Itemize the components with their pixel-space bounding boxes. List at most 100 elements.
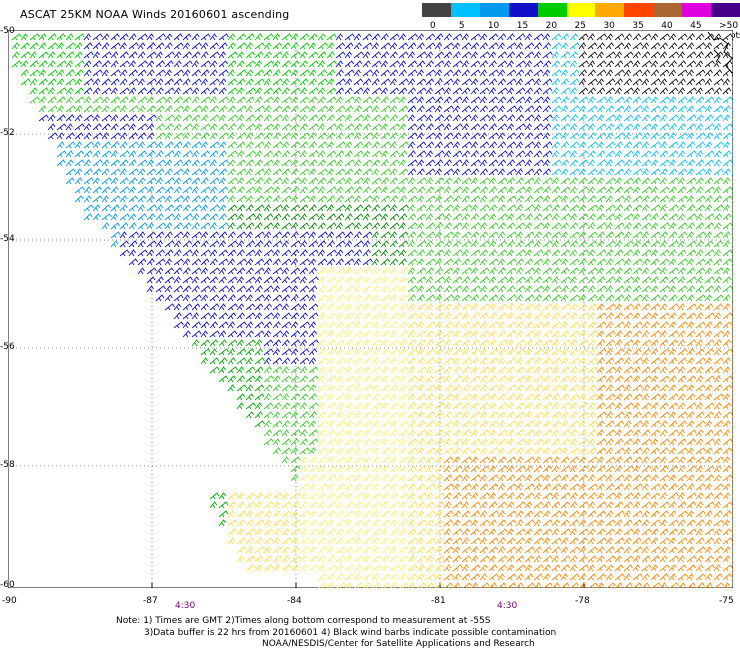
legend-label: 0 <box>430 21 436 31</box>
wind-barb <box>515 105 524 113</box>
wind-barb <box>254 159 263 167</box>
wind-barb <box>218 78 227 86</box>
wind-barb <box>191 42 202 50</box>
wind-barb <box>164 114 175 122</box>
wind-barb <box>137 159 148 167</box>
wind-barb <box>659 123 670 131</box>
wind-barb <box>713 60 721 68</box>
wind-barb <box>65 168 76 176</box>
wind-barb <box>308 141 317 149</box>
wind-barb <box>110 195 121 203</box>
wind-barb <box>407 204 416 212</box>
wind-barb <box>56 33 66 41</box>
wind-barb <box>695 105 706 113</box>
wind-barb <box>524 168 535 176</box>
wind-barb <box>434 204 443 212</box>
wind-barb <box>677 123 687 131</box>
wind-barb <box>641 42 649 50</box>
wind-barb <box>704 42 712 50</box>
wind-barb <box>128 150 137 158</box>
wind-barb <box>461 78 472 86</box>
wind-barb <box>218 42 228 50</box>
wind-barb <box>587 69 597 77</box>
wind-barb <box>362 42 373 50</box>
wind-barb <box>470 132 481 140</box>
wind-barb <box>110 150 118 158</box>
wind-barb <box>137 132 147 140</box>
wind-barb <box>533 123 544 131</box>
wind-barb <box>47 96 57 104</box>
wind-barb <box>488 177 497 185</box>
wind-barb <box>326 150 337 158</box>
wind-barb <box>74 114 83 122</box>
wind-barb <box>470 105 480 113</box>
wind-barb <box>668 114 679 122</box>
wind-barb <box>596 132 607 140</box>
wind-barb <box>263 105 272 113</box>
wind-barb <box>101 186 111 194</box>
wind-barb <box>497 150 508 158</box>
wind-barb <box>173 213 181 221</box>
wind-barb <box>614 150 623 158</box>
wind-barb <box>389 141 397 149</box>
wind-barb <box>398 51 409 59</box>
wind-barb <box>524 231 535 239</box>
wind-barb <box>695 177 704 185</box>
wind-barb <box>155 105 165 113</box>
wind-barb <box>317 141 328 149</box>
wind-barb <box>551 78 561 86</box>
wind-barb <box>47 42 58 50</box>
wind-barb <box>182 33 192 41</box>
wind-barb <box>137 222 148 230</box>
wind-barb <box>587 204 598 212</box>
wind-barb <box>371 168 379 176</box>
wind-barb <box>281 159 292 167</box>
wind-barb <box>371 204 380 212</box>
wind-barb <box>371 177 382 185</box>
wind-barb <box>578 213 589 221</box>
wind-barb <box>317 96 326 104</box>
wind-barb <box>146 195 155 203</box>
wind-barb <box>479 42 488 50</box>
wind-barb <box>650 159 659 167</box>
wind-barb <box>596 222 607 230</box>
wind-barb <box>407 195 418 203</box>
wind-barb <box>443 204 454 212</box>
wind-barb <box>29 60 39 68</box>
wind-barbs <box>11 33 733 588</box>
wind-barb <box>353 69 361 77</box>
wind-barb <box>200 150 210 158</box>
wind-barb <box>164 123 174 131</box>
wind-barb <box>371 150 382 158</box>
wind-barb <box>506 186 515 194</box>
wind-barb <box>578 42 587 50</box>
wind-barb <box>236 141 246 149</box>
wind-barb <box>497 141 507 149</box>
wind-barb <box>407 123 418 131</box>
note-line-3: NOAA/NESDIS/Center for Satellite Applica… <box>262 639 535 649</box>
wind-barb <box>605 87 616 95</box>
wind-barb <box>578 141 587 149</box>
wind-barb <box>443 186 451 194</box>
wind-barb <box>281 78 290 86</box>
wind-barb <box>137 177 146 185</box>
wind-barb <box>335 87 345 95</box>
wind-barb <box>488 222 499 230</box>
wind-barb <box>632 60 641 68</box>
wind-barb <box>83 177 94 185</box>
wind-barb <box>92 150 101 158</box>
wind-barb <box>668 186 677 194</box>
wind-barb <box>83 150 93 158</box>
wind-barb <box>695 69 706 77</box>
wind-barb <box>182 114 192 122</box>
wind-barb <box>344 186 355 194</box>
x-label: -90 <box>2 596 17 606</box>
wind-barb <box>587 78 598 86</box>
wind-barb <box>308 168 316 176</box>
wind-barb <box>569 195 580 203</box>
wind-barb <box>668 123 677 131</box>
wind-barb <box>425 87 433 95</box>
wind-barb <box>236 96 246 104</box>
wind-barb <box>272 213 282 221</box>
